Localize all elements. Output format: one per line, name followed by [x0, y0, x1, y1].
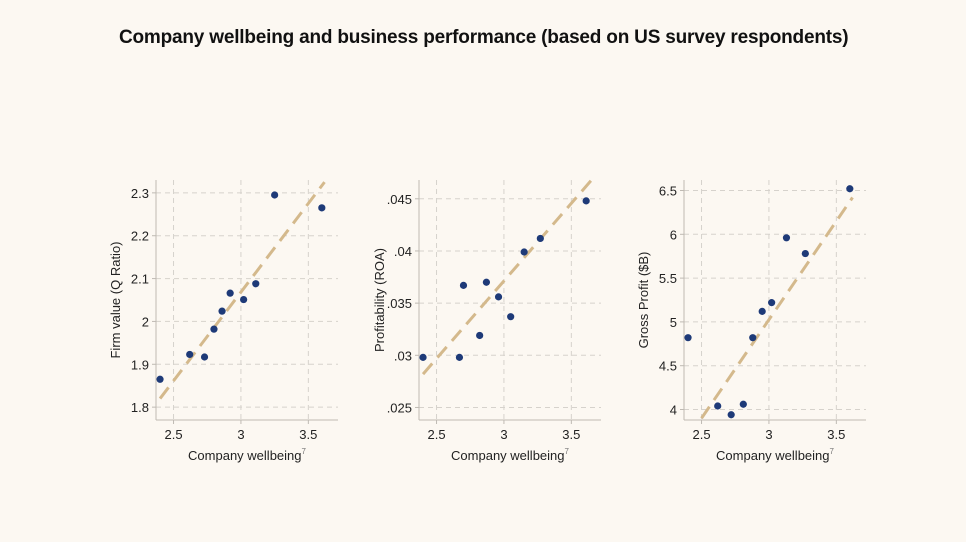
- chart2-data-point-9: [582, 197, 590, 205]
- chart1-x-tick-label-2: 3.5: [299, 427, 317, 442]
- chart2-x-axis-label-superscript: 7: [565, 447, 570, 456]
- chart2-y-axis-label: Profitability (ROA): [372, 248, 387, 352]
- chart2-x-axis-label: Company wellbeing7: [451, 447, 569, 463]
- chart2-y-tick-label-1: .03: [394, 348, 412, 363]
- chart3-x-axis-label: Company wellbeing7: [716, 447, 834, 463]
- chart1-y-tick-label-1: 1.9: [131, 357, 149, 372]
- chart1-x-tick-label-0: 2.5: [164, 427, 182, 442]
- chart3-data-point-1: [714, 402, 722, 410]
- chart3-data-point-2: [727, 411, 735, 419]
- page-title: Company wellbeing and business performan…: [119, 27, 849, 48]
- chart2-data-point-3: [476, 331, 484, 340]
- chart3-y-axis-label: Gross Profit ($B): [636, 252, 651, 349]
- chart1-x-axis-label-superscript: 7: [302, 447, 307, 456]
- chart2-data-point-2: [459, 281, 468, 289]
- chart3-trend-line: [700, 196, 854, 420]
- chart2-x-tick-label-0: 2.5: [427, 427, 445, 442]
- chart2-data-point-1: [455, 353, 464, 361]
- chart1-data-point-8: [271, 191, 279, 199]
- chart3-x-axis-label-superscript: 7: [830, 447, 835, 456]
- chart1-data-point-3: [210, 325, 218, 333]
- chart1-y-axis-label: Firm value (Q Ratio): [108, 241, 123, 358]
- chart1-y-tick-label-2: 2: [142, 314, 149, 329]
- chart3-data-point-7: [782, 234, 791, 242]
- chart2-data-point-0: [419, 353, 427, 361]
- chart3-data-point-9: [846, 185, 854, 193]
- chart2-x-axis-label-text: Company wellbeing: [451, 448, 564, 463]
- chart2-x-tick-label-2: 3.5: [562, 427, 580, 442]
- chart3-data-point-6: [768, 299, 776, 307]
- chart3-y-tick-label-4: 6: [670, 227, 677, 242]
- chart1-trend-line: [158, 181, 326, 400]
- chart3-x-axis-label-text: Company wellbeing: [716, 448, 829, 463]
- chart1-data-point-4: [218, 307, 226, 315]
- chart1-data-point-7: [252, 280, 260, 288]
- chart3-y-tick-label-5: 6.5: [659, 184, 677, 199]
- chart3-data-point-5: [758, 307, 766, 315]
- chart3-data-point-0: [684, 334, 692, 342]
- chart3-data-point-8: [801, 249, 809, 258]
- chart1-data-point-9: [318, 204, 326, 212]
- chart3-y-tick-label-2: 5: [670, 315, 677, 330]
- chart2-data-point-5: [494, 293, 503, 301]
- chart2-trend-line: [421, 179, 593, 376]
- chart2-y-tick-label-2: .035: [387, 296, 412, 311]
- chart1-data-point-0: [156, 375, 164, 383]
- chart1-data-point-2: [200, 353, 209, 361]
- chart2-data-point-7: [520, 248, 528, 256]
- chart2-y-tick-label-4: .045: [387, 192, 412, 207]
- chart1-y-tick-label-0: 1.8: [131, 400, 149, 415]
- chart1-x-axis-label: Company wellbeing7: [188, 447, 306, 463]
- chart2-data-point-4: [482, 278, 491, 286]
- chart3-x-tick-label-1: 3: [765, 427, 772, 442]
- chart3-data-point-4: [749, 334, 757, 342]
- chart1-x-tick-label-1: 3: [237, 427, 244, 442]
- chart3-y-tick-label-3: 5.5: [659, 271, 677, 286]
- chart1-data-point-1: [186, 350, 194, 359]
- chart3-x-tick-label-2: 3.5: [827, 427, 845, 442]
- chart1-data-point-5: [226, 289, 234, 297]
- chart3-data-point-3: [739, 400, 747, 408]
- chart3-y-tick-label-1: 4.5: [659, 359, 677, 374]
- chart1-y-tick-label-3: 2.1: [131, 272, 149, 287]
- chart3-x-tick-label-0: 2.5: [692, 427, 710, 442]
- chart1-y-tick-label-4: 2.2: [131, 229, 149, 244]
- chart1-y-tick-label-5: 2.3: [131, 186, 149, 201]
- chart2-y-tick-label-0: .025: [387, 400, 412, 415]
- chart1-data-point-6: [240, 295, 248, 304]
- chart2-x-tick-label-1: 3: [500, 427, 507, 442]
- chart1-x-axis-label-text: Company wellbeing: [188, 448, 301, 463]
- chart2-data-point-8: [536, 234, 544, 243]
- chart2-y-tick-label-3: .04: [394, 244, 412, 259]
- chart2-data-point-6: [507, 313, 515, 321]
- chart3-y-tick-label-0: 4: [670, 402, 677, 417]
